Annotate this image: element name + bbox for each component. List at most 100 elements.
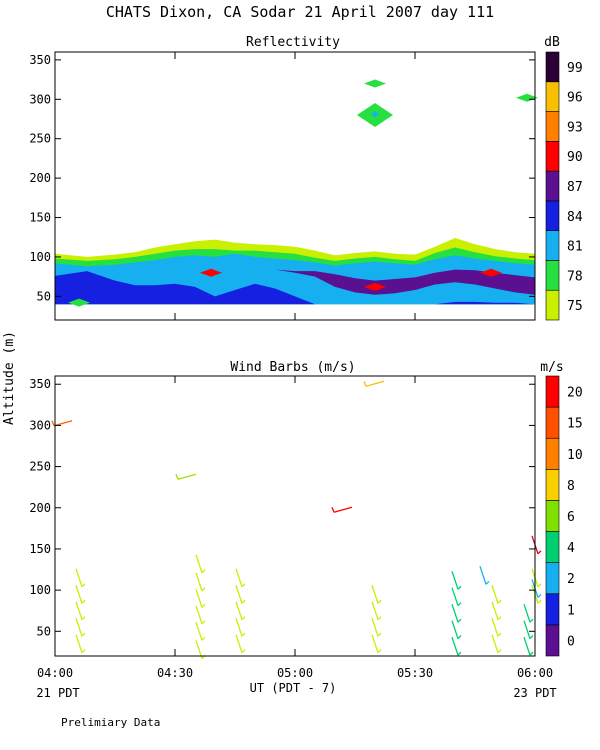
wind-barb — [195, 572, 206, 592]
wind-barb-flag — [497, 616, 502, 621]
wind-barb-staff — [523, 636, 531, 656]
wind-legend-swatch — [545, 406, 560, 439]
reflectivity-legend-label: 90 — [567, 150, 583, 165]
reflectivity-patch-6 — [371, 111, 379, 118]
wind-barb — [523, 603, 534, 623]
wind-barb-flag — [81, 632, 86, 637]
reflectivity-plot: 50 100 150 200 250 300 350 — [29, 51, 538, 321]
reflectivity-patch-3 — [68, 298, 90, 307]
wind-barb-flag — [51, 420, 55, 427]
wind-barb-staff — [371, 585, 379, 604]
wind-barb-staff — [491, 601, 499, 620]
wind-legend-swatch — [545, 562, 560, 595]
wind-legend-unit: m/s — [540, 360, 563, 375]
wind-barb — [479, 566, 490, 585]
wind-barb-staff — [523, 620, 531, 639]
wind-barb — [195, 589, 206, 608]
wind-barb-flag — [537, 594, 542, 598]
wind-barb-flag — [241, 583, 246, 588]
wind-barb-staff — [333, 506, 353, 513]
reflectivity-y-tick-label: 150 — [29, 211, 51, 225]
reflectivity-patch-1 — [364, 282, 386, 291]
wind-legend-swatch — [545, 593, 560, 626]
reflectivity-legend-label: 87 — [567, 180, 583, 195]
wind-barb — [451, 620, 462, 640]
wind-legend: 0 1 2 4 6 8 10 15 20 — [545, 375, 583, 657]
x-axis-label: UT (PDT - 7) — [250, 681, 337, 695]
wind-barb-staff — [371, 617, 379, 637]
wind-barb — [175, 473, 197, 480]
reflectivity-y-tick-label: 350 — [29, 53, 51, 67]
reflectivity-y-tick-label: 50 — [37, 289, 51, 303]
wind-barb — [451, 603, 462, 623]
wind-barb-staff — [491, 634, 499, 653]
reflectivity-legend-unit: dB — [544, 35, 560, 50]
reflectivity-legend-swatch — [545, 81, 560, 112]
wind-barbs-marks — [51, 380, 542, 659]
wind-barb-flag — [457, 635, 462, 640]
wind-barb-staff — [75, 634, 83, 653]
wind-barb-flag — [81, 583, 86, 588]
reflectivity-legend-swatch — [545, 200, 560, 231]
wind-barb — [523, 620, 534, 640]
wind-y-tick-label: 150 — [29, 542, 51, 556]
wind-barb — [235, 617, 246, 637]
wind-barb-flag — [537, 583, 542, 588]
wind-barb-staff — [451, 620, 459, 639]
wind-barb — [371, 601, 382, 621]
reflectivity-legend-swatch — [545, 51, 560, 83]
x-tick-label: 06:00 — [517, 666, 553, 680]
wind-legend-swatch — [545, 624, 560, 657]
wind-y-tick-label: 100 — [29, 583, 51, 597]
wind-barb — [451, 587, 462, 607]
wind-barb — [235, 585, 246, 604]
wind-barb — [195, 605, 206, 625]
wind-barb — [235, 601, 246, 621]
wind-barb-staff — [523, 603, 531, 623]
reflectivity-legend-swatch — [545, 111, 560, 142]
reflectivity-legend-label: 99 — [567, 61, 583, 76]
start-caption: 21 PDT — [36, 686, 79, 700]
wind-barb — [363, 380, 385, 387]
wind-barb-flag — [497, 599, 502, 604]
wind-legend-label: 6 — [567, 510, 575, 525]
wind-barb-flag — [241, 632, 246, 637]
x-tick-label: 05:00 — [277, 666, 313, 680]
wind-legend-swatch — [545, 500, 560, 532]
wind-barb — [451, 636, 462, 656]
reflectivity-legend-label: 93 — [567, 120, 583, 135]
wind-barb — [75, 634, 86, 654]
wind-barb-flag — [241, 599, 246, 604]
wind-barb-staff — [491, 585, 499, 604]
reflectivity-legend-label: 96 — [567, 91, 583, 106]
reflectivity-y-tick-label: 300 — [29, 92, 51, 106]
wind-barb-flag — [201, 587, 206, 592]
wind-barb-staff — [371, 601, 379, 620]
reflectivity-y-tick-label: 200 — [29, 171, 51, 185]
wind-y-tick-label: 50 — [37, 624, 51, 638]
x-tick-label: 05:30 — [397, 666, 433, 680]
wind-barb-flag — [457, 602, 462, 607]
wind-barb — [523, 636, 534, 656]
reflectivity-y-tick-label: 250 — [29, 132, 51, 146]
wind-barb-flag — [497, 632, 502, 637]
wind-barb-staff — [75, 568, 83, 587]
reflectivity-title: Reflectivity — [246, 35, 340, 50]
wind-y-axis: 50 100 150 200 250 300 350 — [29, 377, 535, 638]
wind-legend-label: 15 — [567, 417, 583, 432]
wind-barb-staff — [177, 473, 197, 480]
wind-barb-flag — [377, 632, 382, 637]
wind-barb-flag — [201, 636, 206, 641]
reflectivity-patch-2 — [480, 268, 502, 277]
wind-legend-label: 0 — [567, 634, 575, 649]
wind-barb — [235, 568, 246, 588]
reflectivity-legend-swatch — [545, 170, 560, 202]
wind-legend-label: 20 — [567, 386, 583, 401]
wind-barb-staff — [195, 622, 203, 641]
reflectivity-legend-swatch — [545, 289, 560, 321]
wind-barb — [371, 585, 382, 604]
wind-barb-flag — [377, 649, 382, 654]
wind-barb-staff — [235, 634, 243, 653]
wind-barb-staff — [195, 605, 203, 625]
wind-barb-flag — [81, 616, 86, 621]
